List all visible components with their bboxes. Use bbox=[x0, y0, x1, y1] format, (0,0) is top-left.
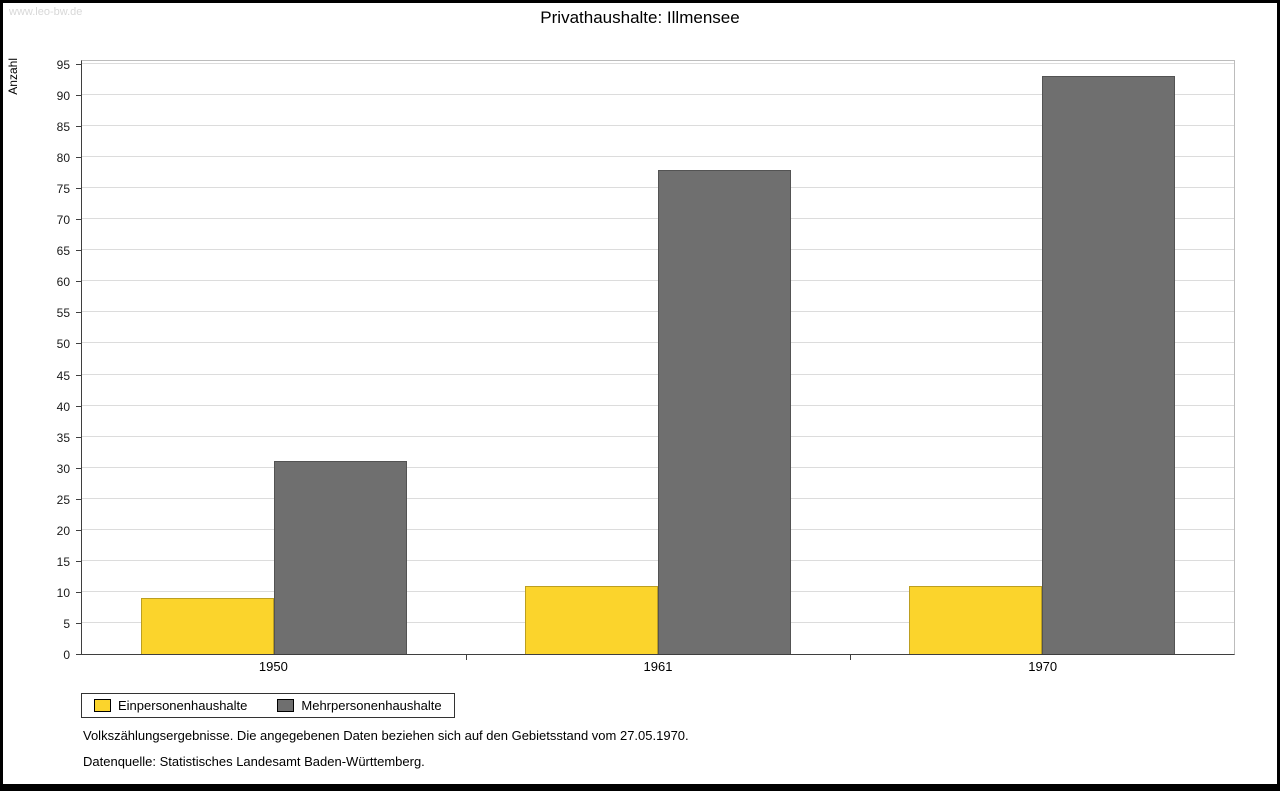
y-tick-mark bbox=[76, 374, 81, 376]
y-tick-label: 40 bbox=[56, 399, 70, 414]
plot-area bbox=[81, 60, 1235, 660]
legend-item-mehrpersonenhaushalte: Mehrpersonenhaushalte bbox=[277, 698, 442, 713]
y-tick-mark bbox=[76, 281, 81, 283]
y-tick-mark bbox=[76, 343, 81, 345]
y-tick-label: 30 bbox=[56, 461, 70, 476]
bar-groups bbox=[82, 61, 1234, 654]
y-tick-label: 75 bbox=[56, 182, 70, 197]
footnote-census: Volkszählungsergebnisse. Die angegebenen… bbox=[83, 728, 689, 743]
y-tick-mark bbox=[76, 312, 81, 314]
legend-item-einpersonenhaushalte: Einpersonenhaushalte bbox=[94, 698, 247, 713]
y-tick-label: 50 bbox=[56, 337, 70, 352]
y-tick-label: 90 bbox=[56, 89, 70, 104]
bar-einpersonenhaushalte-1970 bbox=[909, 585, 1042, 654]
bar-group-1950 bbox=[82, 461, 466, 654]
footnote-source: Datenquelle: Statistisches Landesamt Bad… bbox=[83, 754, 425, 769]
y-tick-mark bbox=[76, 560, 81, 562]
y-tick-label: 85 bbox=[56, 120, 70, 135]
y-tick-mark bbox=[76, 64, 81, 65]
y-tick-mark bbox=[76, 436, 81, 438]
y-axis: 0 5 10 15 20 25 30 35 40 45 50 55 60 65 70 75 80 85 90 95 bbox=[3, 58, 81, 662]
y-tick-label: 65 bbox=[56, 244, 70, 259]
x-axis-labels: 1950 1961 1970 bbox=[81, 659, 1235, 674]
bar-mehrpersonenhaushalte-1961 bbox=[658, 169, 791, 654]
y-tick-mark bbox=[76, 591, 81, 593]
gridline bbox=[82, 156, 1234, 158]
legend-label-mehrpersonenhaushalte: Mehrpersonenhaushalte bbox=[301, 698, 442, 713]
x-tick-mark bbox=[466, 654, 467, 660]
bar-einpersonenhaushalte-1961 bbox=[525, 585, 658, 654]
bar-mehrpersonenhaushalte-1950 bbox=[274, 461, 407, 654]
y-tick-label: 5 bbox=[63, 616, 70, 631]
watermark: www.leo-bw.de bbox=[9, 6, 83, 18]
bar-group-1970 bbox=[850, 76, 1234, 654]
legend-swatch-einpersonenhaushalte bbox=[94, 699, 111, 712]
gridline bbox=[82, 63, 1234, 64]
x-tick-mark bbox=[850, 654, 851, 660]
bar-group-1961 bbox=[466, 169, 850, 654]
y-tick-mark bbox=[76, 126, 81, 128]
y-tick-label: 0 bbox=[63, 648, 70, 662]
page-title: Privathaushalte: Illmensee bbox=[540, 8, 740, 27]
y-tick-mark bbox=[76, 529, 81, 531]
x-tick-label-1961: 1961 bbox=[643, 659, 673, 674]
y-tick-mark bbox=[76, 498, 81, 500]
y-tick-label: 55 bbox=[56, 306, 70, 321]
legend-swatch-mehrpersonenhaushalte bbox=[277, 699, 295, 712]
y-tick-mark bbox=[76, 219, 81, 221]
y-tick-mark bbox=[76, 654, 81, 655]
y-tick-label: 10 bbox=[56, 585, 70, 600]
bar-mehrpersonenhaushalte-1970 bbox=[1042, 76, 1175, 654]
bar-einpersonenhaushalte-1950 bbox=[141, 598, 274, 654]
y-tick-mark bbox=[76, 157, 81, 159]
y-tick-label: 35 bbox=[56, 430, 70, 445]
y-tick-label: 95 bbox=[56, 58, 70, 72]
y-tick-mark bbox=[76, 188, 81, 190]
x-tick-label-1970: 1970 bbox=[1028, 659, 1058, 674]
y-tick-label: 45 bbox=[56, 368, 70, 383]
legend: Einpersonenhaushalte Mehrpersonenhaushal… bbox=[81, 693, 455, 718]
y-tick-label: 15 bbox=[56, 554, 70, 569]
y-tick-label: 60 bbox=[56, 275, 70, 290]
y-tick-label: 80 bbox=[56, 151, 70, 166]
y-tick-label: 25 bbox=[56, 492, 70, 507]
y-tick-label: 70 bbox=[56, 213, 70, 228]
y-tick-mark bbox=[76, 467, 81, 469]
y-tick-mark bbox=[76, 250, 81, 252]
y-tick-mark bbox=[76, 95, 81, 97]
legend-label-einpersonenhaushalte: Einpersonenhaushalte bbox=[118, 698, 248, 713]
gridline bbox=[82, 125, 1234, 127]
footnotes: Volkszählungsergebnisse. Die angegebenen… bbox=[83, 728, 689, 780]
y-tick-mark bbox=[76, 622, 81, 624]
y-tick-mark bbox=[76, 405, 81, 407]
x-tick-label-1950: 1950 bbox=[258, 659, 288, 674]
y-tick-label: 20 bbox=[56, 523, 70, 538]
gridline bbox=[82, 94, 1234, 96]
